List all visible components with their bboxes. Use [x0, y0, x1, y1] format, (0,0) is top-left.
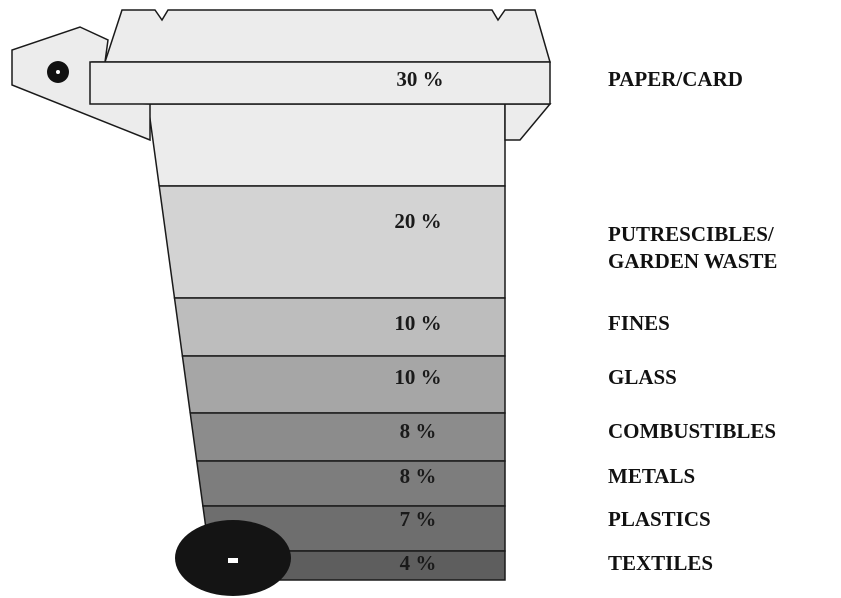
- lid-back: [103, 9, 551, 63]
- wheel-hub-icon: [228, 558, 238, 563]
- percent-labels: 30 % 20 % 10 % 10 % 8 % 8 % 7 % 4 %: [394, 67, 443, 575]
- percent-label-6: 8 %: [400, 464, 437, 488]
- bin-lid: [11, 9, 552, 142]
- category-label-3: FINES: [608, 311, 670, 335]
- bin-segment-6: [195, 460, 506, 507]
- category-label-1: PAPER/CARD: [608, 67, 743, 91]
- bin-segment-2: [158, 185, 506, 299]
- category-label-8: TEXTILES: [608, 551, 713, 575]
- category-label-2-line-2: GARDEN WASTE: [608, 249, 777, 273]
- hinge-knob-center-icon: [56, 70, 60, 74]
- category-label-5: COMBUSTIBLES: [608, 419, 776, 443]
- category-label-2-line-1: PUTRESCIBLES/: [608, 222, 775, 246]
- bin-wheel: [175, 520, 291, 596]
- percent-label-5: 8 %: [400, 419, 437, 443]
- category-label-6: METALS: [608, 464, 695, 488]
- category-labels: PAPER/CARD PUTRESCIBLES/GARDEN WASTE FINES…: [608, 67, 777, 575]
- bin-segment-5: [189, 412, 506, 462]
- category-label-7: PLASTICS: [608, 507, 711, 531]
- category-label-4: GLASS: [608, 365, 677, 389]
- percent-label-4: 10 %: [394, 365, 441, 389]
- percent-label-1: 30 %: [396, 67, 443, 91]
- percent-label-7: 7 %: [400, 507, 437, 531]
- percent-label-8: 4 %: [400, 551, 437, 575]
- bin-segments: [147, 103, 506, 581]
- bin-segment-4: [181, 355, 506, 414]
- bin-segment-1: [147, 103, 506, 187]
- percent-label-3: 10 %: [394, 311, 441, 335]
- lid-side-flap-right: [504, 103, 552, 141]
- lid-rim: [89, 61, 551, 105]
- percent-label-2: 20 %: [394, 209, 441, 233]
- bin-segment-3: [173, 297, 506, 357]
